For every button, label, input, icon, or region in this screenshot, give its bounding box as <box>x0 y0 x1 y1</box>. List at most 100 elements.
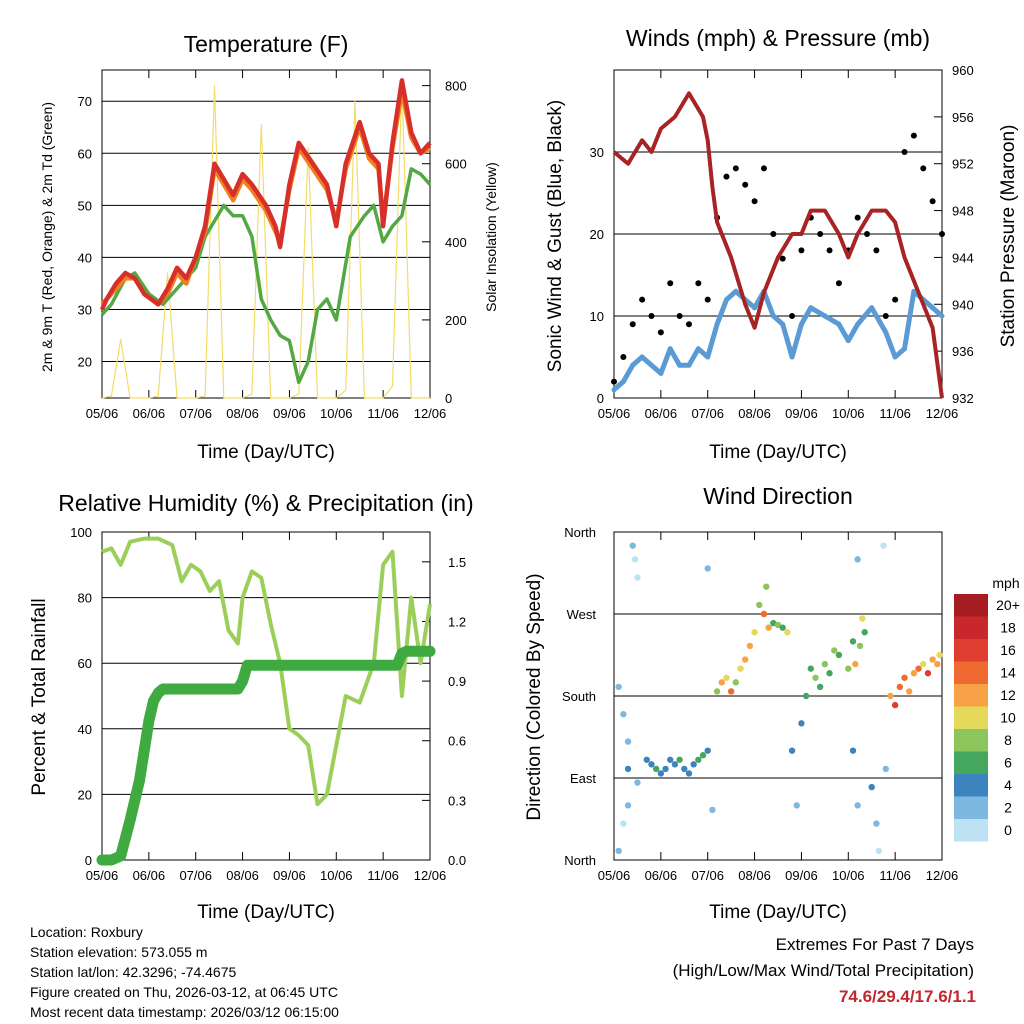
direction-point <box>784 629 791 636</box>
legend-label: 14 <box>1000 665 1016 681</box>
direction-point <box>695 756 702 763</box>
wind-point <box>620 379 626 385</box>
wind-point <box>939 313 945 319</box>
y2-tick-label: 1.5 <box>448 555 466 570</box>
series-line-green <box>100 167 432 385</box>
gust-point <box>798 247 805 254</box>
direction-point <box>821 660 829 668</box>
direction-xlabel: Time (Day/UTC) <box>709 902 847 923</box>
wind-point <box>822 313 828 319</box>
y2-tick-label: 0.6 <box>448 734 466 749</box>
direction-point <box>852 660 859 668</box>
direction-point <box>620 820 627 827</box>
y-tick-label: North <box>564 525 596 540</box>
location-text: Location: Roxbury <box>30 924 143 940</box>
gust-point <box>864 231 871 237</box>
gust-point <box>620 354 627 360</box>
direction-point <box>634 574 641 581</box>
x-tick-label: 08/06 <box>226 406 259 421</box>
winds-panel: Winds (mph) & Pressure (mb) Time (Day/UT… <box>545 25 1019 463</box>
y2-tick-label: 932 <box>952 391 974 406</box>
temperature-xlabel: Time (Day/UTC) <box>197 442 335 463</box>
gust-point <box>873 247 880 254</box>
direction-point <box>718 679 725 686</box>
legend-label: 20+ <box>996 597 1020 613</box>
y2-tick-label: 800 <box>445 79 467 94</box>
direction-point <box>737 665 744 672</box>
direction-point <box>812 674 819 681</box>
gust-point <box>704 296 711 303</box>
y2-tick-label: 940 <box>952 297 974 312</box>
recent-text: Most recent data timestamp: 2026/03/12 0… <box>30 1004 339 1020</box>
gust-point <box>648 313 655 319</box>
direction-point <box>845 665 852 672</box>
legend-swatch <box>954 639 988 662</box>
x-tick-label: 05/06 <box>598 868 631 883</box>
wind-point <box>770 313 776 319</box>
y-tick-label: 0 <box>597 391 604 406</box>
direction-point <box>882 765 889 773</box>
wind-point <box>648 362 654 368</box>
direction-point <box>685 770 693 777</box>
wind-point <box>836 321 842 327</box>
x-tick-label: 05/06 <box>86 406 119 421</box>
wind-point <box>752 305 758 311</box>
gust-point <box>760 165 767 172</box>
legend-swatch <box>954 684 988 707</box>
direction-point <box>662 765 669 773</box>
wind-line <box>612 288 944 392</box>
wind-point <box>789 354 795 360</box>
direction-point <box>835 651 843 659</box>
direction-point <box>648 761 655 768</box>
direction-point <box>896 683 904 691</box>
gust-point <box>611 378 617 385</box>
direction-point <box>854 802 861 809</box>
wind-point <box>902 346 908 352</box>
direction-point <box>868 783 875 791</box>
direction-point <box>929 656 936 663</box>
direction-point <box>746 642 754 650</box>
direction-point <box>629 542 636 549</box>
wind-point <box>695 346 701 352</box>
y2-tick-label: 200 <box>445 313 467 328</box>
created-text: Figure created on Thu, 2026-03-12, at 06… <box>30 984 338 1000</box>
humidity-xlabel: Time (Day/UTC) <box>197 902 335 923</box>
gust-point <box>629 321 636 328</box>
x-tick-label: 11/06 <box>879 406 911 421</box>
direction-point <box>861 629 868 636</box>
y-tick-label: 30 <box>78 302 92 317</box>
wind-point <box>883 329 889 335</box>
direction-point <box>634 779 641 786</box>
temperature-title: Temperature (F) <box>184 31 349 57</box>
legend-swatch <box>954 796 988 819</box>
x-tick-label: 10/06 <box>320 406 353 421</box>
legend-label: 18 <box>1000 620 1016 636</box>
gust-point <box>695 280 702 287</box>
direction-point <box>901 674 908 681</box>
gust-point <box>657 329 664 336</box>
direction-panel: Wind Direction Time (Day/UTC) Direction … <box>524 483 1020 923</box>
y-tick-label: West <box>567 607 597 622</box>
y-tick-label: North <box>564 853 596 868</box>
direction-point <box>910 670 918 677</box>
y2-tick-label: 600 <box>445 157 467 172</box>
x-tick-label: 06/06 <box>645 868 678 883</box>
direction-point <box>742 656 749 663</box>
legend-label: 6 <box>1004 755 1012 771</box>
y-tick-label: 20 <box>78 355 92 370</box>
direction-point <box>826 670 833 677</box>
x-tick-label: 10/06 <box>832 868 865 883</box>
winds-xlabel: Time (Day/UTC) <box>709 442 847 463</box>
winds-y2label: Station Pressure (Maroon) <box>998 125 1019 348</box>
y-tick-label: South <box>562 689 596 704</box>
x-tick-label: 11/06 <box>367 868 399 883</box>
y-tick-label: 60 <box>78 656 92 671</box>
x-tick-label: 07/06 <box>179 406 212 421</box>
plot-frame <box>101 69 431 399</box>
gust-point <box>835 280 842 287</box>
gust-point <box>639 296 646 303</box>
rh-line <box>101 536 432 807</box>
wind-point <box>892 354 898 360</box>
direction-point <box>713 688 721 695</box>
direction-point <box>624 802 632 809</box>
